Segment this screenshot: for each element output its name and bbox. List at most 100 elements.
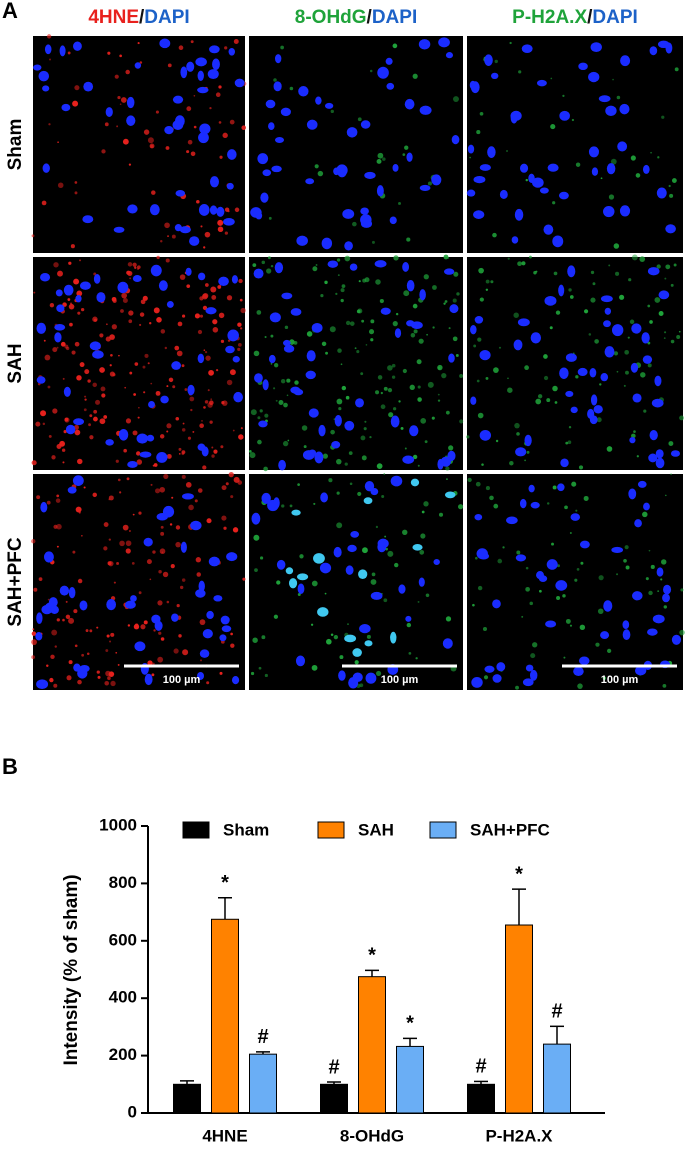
- nucleus: [226, 182, 234, 190]
- stain-dot: [122, 138, 129, 145]
- nucleus: [490, 72, 499, 79]
- stain-dot: [369, 435, 372, 439]
- stain-dot: [149, 578, 152, 581]
- stain-dot: [57, 182, 64, 189]
- nucleus: [262, 379, 269, 391]
- nucleus: [389, 216, 397, 225]
- stain-dot: [640, 372, 646, 378]
- nucleus: [665, 224, 676, 234]
- stain-dot: [250, 409, 257, 416]
- stain-dot: [187, 139, 193, 145]
- nucleus: [558, 284, 565, 297]
- stain-dot: [552, 201, 556, 205]
- stain-dot: [65, 600, 68, 603]
- stain-dot: [489, 495, 494, 501]
- stain-dot: [658, 311, 664, 316]
- nucleus: [227, 149, 237, 160]
- stain-dot: [181, 364, 185, 368]
- nucleus: [619, 103, 630, 115]
- stain-dot: [77, 679, 82, 685]
- stain-dot: [178, 634, 182, 638]
- stain-dot: [68, 660, 73, 665]
- stain-dot: [553, 271, 558, 276]
- nucleus: [171, 361, 182, 370]
- stain-dot: [109, 364, 112, 367]
- nucleus: [349, 263, 358, 271]
- stain-dot: [289, 86, 294, 91]
- stain-dot: [73, 609, 78, 614]
- stain-dot: [111, 324, 117, 330]
- stain-dot: [402, 153, 406, 156]
- stain-dot: [483, 675, 489, 680]
- nucleus: [149, 204, 160, 216]
- nucleus: [431, 174, 442, 186]
- stain-dot: [679, 415, 684, 421]
- nucleus: [96, 292, 106, 303]
- nucleus: [175, 190, 186, 197]
- stain-dot: [360, 435, 366, 441]
- stain-dot: [88, 423, 91, 427]
- stain-dot: [371, 572, 376, 577]
- stain-dot: [467, 477, 472, 482]
- stain-dot: [370, 338, 374, 342]
- stain-dot: [664, 331, 667, 334]
- stain-dot: [33, 587, 38, 592]
- nucleus: [136, 433, 149, 444]
- stain-dot: [376, 158, 382, 164]
- nucleus: [314, 451, 324, 464]
- nucleus: [409, 425, 419, 437]
- stain-dot: [217, 285, 222, 289]
- stain-dot: [627, 336, 630, 339]
- stain-dot: [362, 278, 367, 283]
- stain-dot: [178, 447, 182, 451]
- stain-dot: [32, 628, 35, 631]
- stain-dot: [441, 372, 447, 379]
- nucleus: [588, 71, 600, 83]
- stain-dot: [623, 384, 626, 387]
- nucleus: [402, 455, 415, 464]
- stain-dot: [127, 270, 133, 276]
- stain-dot: [457, 504, 464, 510]
- micrograph-background: [33, 474, 245, 690]
- nucleus: [320, 492, 328, 503]
- stain-dot: [81, 653, 85, 657]
- stain-dot: [569, 531, 572, 534]
- nucleus: [440, 456, 452, 467]
- stain-dot: [119, 540, 125, 547]
- stain-dot: [136, 459, 143, 465]
- significance-marker: #: [475, 1056, 486, 1078]
- stain-dot: [197, 329, 203, 335]
- stain-dot: [437, 399, 441, 402]
- stain-dot: [170, 564, 175, 569]
- stain-dot: [128, 163, 132, 166]
- nucleus: [144, 673, 153, 686]
- stain-dot: [70, 244, 75, 249]
- stain-dot: [337, 348, 342, 353]
- stain-dot: [116, 562, 120, 565]
- nucleus: [231, 676, 240, 685]
- stain-dot: [445, 466, 450, 471]
- nucleus: [143, 537, 153, 547]
- stain-dot: [84, 369, 90, 375]
- stain-dot: [315, 264, 318, 266]
- stain-dot: [336, 458, 342, 465]
- micrograph: [31, 34, 247, 253]
- stain-dot: [182, 314, 186, 318]
- stain-dot: [477, 585, 483, 591]
- nucleus: [588, 146, 600, 158]
- stain-dot: [398, 400, 401, 403]
- stain-dot: [526, 450, 530, 454]
- stain-dot: [525, 587, 530, 592]
- nucleus: [545, 620, 557, 628]
- stain-dot: [595, 642, 600, 647]
- stain-dot: [311, 664, 318, 671]
- stain-dot: [211, 454, 215, 458]
- nucleus: [536, 79, 547, 87]
- stain-dot: [459, 373, 464, 378]
- stain-dot: [631, 254, 638, 261]
- stain-dot: [92, 382, 97, 388]
- stain-dot: [53, 262, 59, 268]
- nucleus: [105, 107, 113, 117]
- nucleus: [190, 520, 202, 531]
- stain-dot: [161, 551, 164, 554]
